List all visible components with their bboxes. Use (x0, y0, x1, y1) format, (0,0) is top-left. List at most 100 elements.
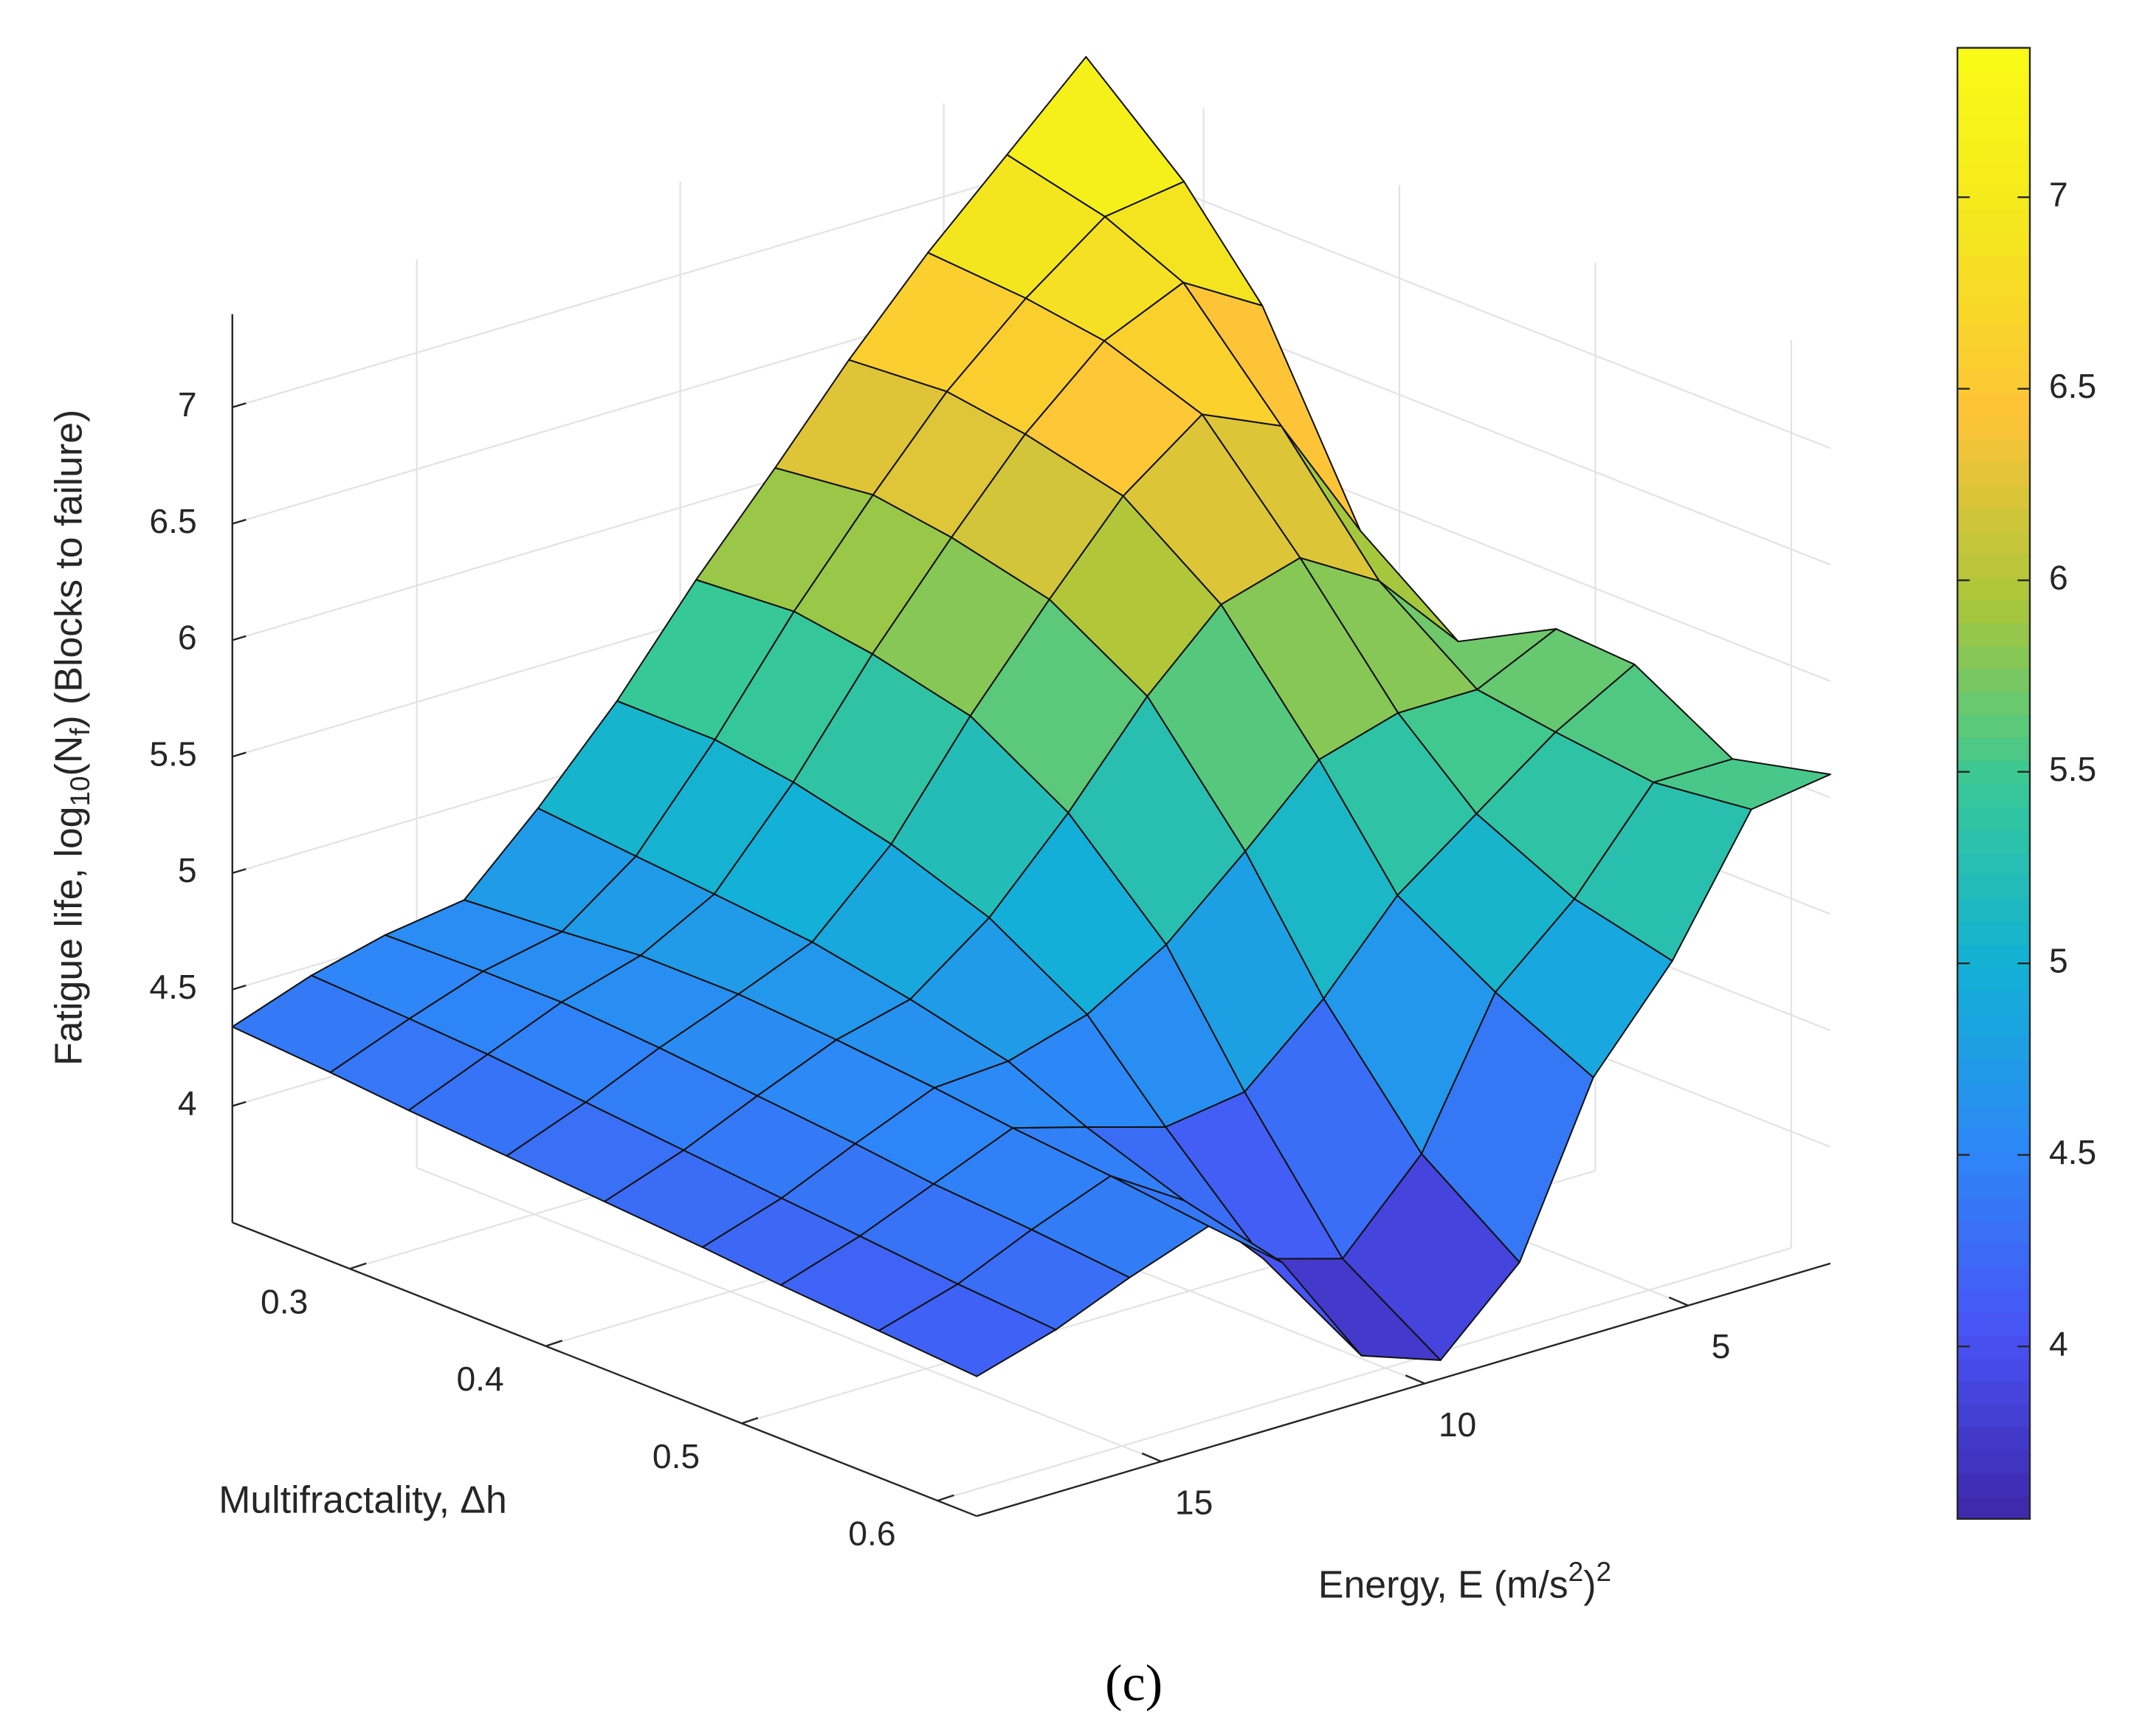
surface (231, 55, 1831, 1377)
colorbar-swatch (1957, 70, 2031, 95)
grid-line (416, 1167, 1162, 1463)
colorbar-swatch (1957, 461, 2031, 486)
grid-line (937, 1247, 1792, 1502)
colorbar-swatch (1957, 94, 2031, 118)
grid-line (1085, 154, 1831, 450)
y-axis-line (232, 1222, 977, 1518)
z-tick (232, 635, 247, 641)
colorbar-swatch (1957, 1105, 2031, 1129)
z-tick-label: 6.5 (149, 502, 196, 540)
x-tick (1668, 1296, 1689, 1306)
colorbar-tick-label: 4.5 (2049, 1133, 2096, 1171)
x-tick (1141, 1452, 1162, 1463)
z-label-part: ) (Blocks to failure) (47, 410, 89, 728)
z-axis-label: Fatigue life, log10(Nf) (Blocks to failu… (47, 410, 95, 1066)
z-label-part: Fatigue life, log (47, 807, 89, 1066)
colorbar-swatch (1957, 1495, 2031, 1520)
z-tick (232, 751, 247, 758)
colorbar-swatch (1957, 1450, 2031, 1474)
colorbar-swatch (1957, 530, 2031, 554)
colorbar-swatch (1957, 1128, 2031, 1152)
colorbar: 4 4.5 5 5.5 6 6.5 7 (1956, 46, 2096, 1520)
y-tick-label: 0.4 (456, 1360, 503, 1398)
z-tick (232, 1100, 247, 1107)
z-tick-label: 6 (178, 619, 197, 657)
z-tick-label: 5.5 (149, 734, 196, 773)
y-tick-label: 0.3 (261, 1282, 308, 1320)
colorbar-swatch (1957, 416, 2031, 440)
x-label-sup: 2 (1568, 1556, 1584, 1587)
colorbar-swatch (1957, 1427, 2031, 1451)
z-tick (232, 868, 247, 875)
y-tick-label: 0.5 (652, 1437, 700, 1475)
z-tick-label: 4.5 (149, 968, 196, 1006)
colorbar-swatch (1957, 967, 2031, 991)
colorbar-swatch (1957, 806, 2031, 830)
colorbar-swatch (1957, 990, 2031, 1014)
y-tick (937, 1494, 954, 1502)
colorbar-swatch (1957, 944, 2031, 968)
colorbar-swatch (1957, 1013, 2031, 1037)
y-tick-label: 0.6 (848, 1514, 895, 1552)
colorbar-frame (1956, 46, 2031, 1520)
colorbar-swatch (1957, 438, 2031, 463)
colorbar-swatch (1957, 921, 2031, 946)
colorbar-swatch (1957, 875, 2031, 900)
colorbar-swatch (1957, 1219, 2031, 1244)
colorbar-swatch (1957, 255, 2031, 279)
x-label-sup: 2 (1596, 1556, 1611, 1587)
x-tick (1405, 1374, 1425, 1385)
z-tick-label: 7 (178, 385, 197, 424)
colorbar-swatch (1957, 1357, 2031, 1382)
colorbar-swatch (1957, 162, 2031, 187)
colorbar-swatch (1957, 140, 2031, 164)
colorbar-tick-label: 4 (2049, 1324, 2068, 1363)
colorbar-swatch (1957, 599, 2031, 624)
colorbar-swatch (1957, 553, 2031, 578)
colorbar-tick-label: 7 (2049, 175, 2068, 213)
colorbar-swatch (1957, 323, 2031, 348)
colorbar-swatch (1957, 47, 2031, 72)
colorbar-swatch (1957, 1036, 2031, 1061)
colorbar-swatch (1957, 829, 2031, 853)
colorbar-swatch (1957, 1174, 2031, 1198)
caption: (c) (1105, 1654, 1163, 1712)
z-label-sub: f (64, 728, 95, 736)
colorbar-swatch (1957, 1058, 2031, 1084)
colorbar-swatch (1957, 484, 2031, 509)
colorbar-tick-label: 6 (2049, 558, 2068, 596)
colorbar-swatch (1957, 1380, 2031, 1405)
colorbar-swatch (1957, 668, 2031, 692)
z-tick-label: 4 (178, 1084, 197, 1123)
colorbar-swatch (1957, 691, 2031, 715)
colorbar-tick-label: 6.5 (2049, 367, 2096, 405)
x-label-part: Energy, E (m/s (1318, 1563, 1568, 1605)
colorbar-swatch (1957, 278, 2031, 302)
colorbar-swatch (1957, 1243, 2031, 1267)
z-tick (232, 984, 247, 991)
z-label-sub: 10 (64, 776, 95, 806)
colorbar-swatch (1957, 346, 2031, 371)
x-axis-line (976, 1262, 1831, 1518)
colorbar-swatch (1957, 1196, 2031, 1222)
colorbar-swatch (1957, 1472, 2031, 1497)
x-label-part: ) (1583, 1563, 1596, 1605)
colorbar-swatch (1957, 714, 2031, 739)
x-tick-label: 10 (1439, 1405, 1476, 1444)
colorbar-tick-label: 5 (2049, 941, 2068, 979)
colorbar-swatch (1957, 369, 2031, 393)
colorbar-swatch (1957, 1312, 2031, 1336)
surface-face (878, 1283, 1057, 1377)
colorbar-swatch (1957, 1289, 2031, 1313)
colorbar-swatch (1957, 898, 2031, 923)
colorbar-tick-label: 5.5 (2049, 750, 2096, 788)
colorbar-swatch (1957, 783, 2031, 807)
colorbar-swatch (1957, 622, 2031, 647)
colorbar-swatch (1957, 208, 2031, 233)
axes: 4 4.5 5 5.5 6 6.5 7 0.3 0.4 0.5 0.6 5 10 15 (149, 314, 1831, 1552)
z-tick (232, 518, 247, 525)
colorbar-swatch (1957, 852, 2031, 876)
colorbar-swatch (1957, 507, 2031, 531)
